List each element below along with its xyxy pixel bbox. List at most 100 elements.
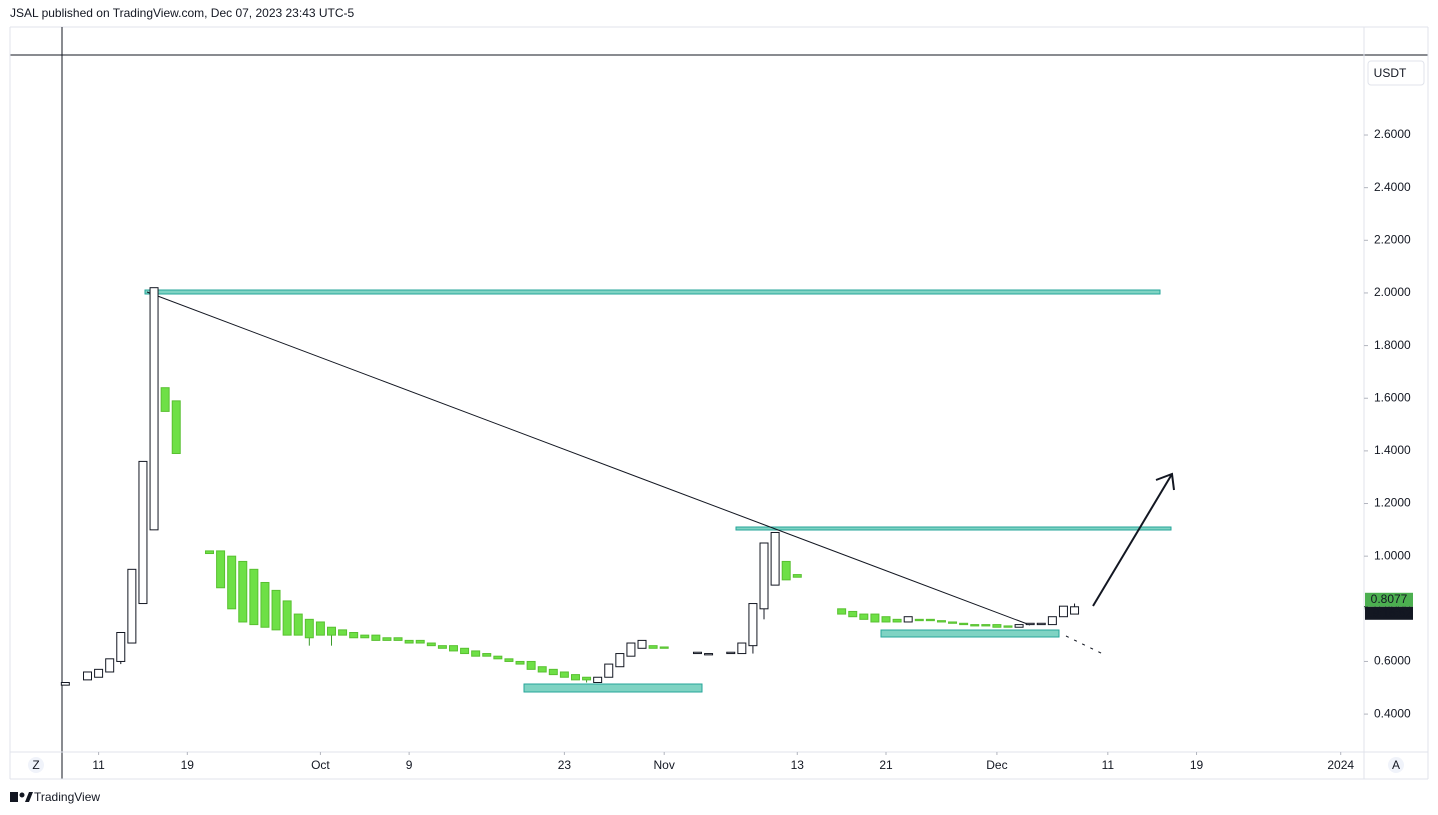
candle-body <box>160 387 170 412</box>
price-badge <box>1365 592 1413 607</box>
arrow-head <box>1155 472 1175 491</box>
candle-body <box>959 622 969 626</box>
candle-body <box>870 613 880 623</box>
candle-body <box>914 618 924 622</box>
currency-badge[interactable] <box>1367 60 1425 86</box>
y-tick-label: 0.4000 <box>1374 706 1411 720</box>
x-tick-label: 21 <box>879 758 893 772</box>
candle-body <box>704 653 714 656</box>
candle-body <box>149 287 159 531</box>
candle-body <box>903 616 913 623</box>
candle-body <box>205 550 214 555</box>
x-tick-label: Nov <box>654 758 675 772</box>
x-tick-label: 19 <box>181 758 195 772</box>
x-tick-label: Dec <box>986 758 1007 772</box>
candle-body <box>504 658 514 662</box>
candle-body <box>659 646 669 649</box>
x-tick-label: 9 <box>406 758 413 772</box>
candle-body <box>482 653 492 657</box>
candle-body <box>437 645 447 649</box>
y-tick-label: 2.4000 <box>1374 180 1411 194</box>
y-tick-label: 1.2000 <box>1374 496 1411 510</box>
candle-body <box>593 676 603 684</box>
x-tick-label: 11 <box>1102 758 1115 772</box>
candle-body <box>327 626 336 636</box>
candle-body <box>127 568 137 644</box>
y-tick-label: 1.6000 <box>1374 390 1411 404</box>
candle-body <box>648 645 658 649</box>
candle-body <box>604 663 614 678</box>
candle-body <box>737 642 747 655</box>
auto-button[interactable] <box>1388 757 1404 773</box>
x-tick-label: 23 <box>558 758 572 772</box>
candle-body <box>948 621 958 624</box>
candle-body <box>548 668 558 676</box>
price-label: 0.8077 <box>1371 592 1408 606</box>
candle-body <box>526 660 536 670</box>
candle-body <box>637 639 647 649</box>
candle-body <box>60 682 70 686</box>
x-tick-label: Oct <box>311 758 330 772</box>
candle-body <box>293 613 303 636</box>
publish-header: JSAL published on TradingView.com, Dec 0… <box>10 6 355 20</box>
candle-body <box>515 660 525 665</box>
candle-body <box>881 616 891 623</box>
candle-body <box>471 650 481 657</box>
countdown-badge <box>1365 606 1413 620</box>
candle-body <box>570 674 580 681</box>
candle-body <box>537 666 547 673</box>
candle-body <box>559 671 569 678</box>
candle-body <box>460 647 470 655</box>
y-tick-label: 2.6000 <box>1374 127 1411 141</box>
candle-body <box>781 560 791 581</box>
candle-body <box>338 629 348 636</box>
candle-body <box>1058 605 1068 618</box>
candle-body <box>415 639 425 644</box>
candle-body <box>282 600 292 636</box>
candle-body <box>726 651 736 655</box>
candle-body <box>448 645 458 652</box>
candle-body <box>615 653 625 668</box>
auto-button-label: A <box>1392 758 1400 772</box>
resistance-zone <box>144 289 1161 295</box>
candle-body <box>116 631 126 662</box>
candle-body <box>792 574 802 578</box>
candle-body <box>349 631 359 639</box>
x-tick-label: 2024 <box>1327 758 1354 772</box>
tz-button[interactable] <box>28 757 44 773</box>
candle-body <box>759 542 769 610</box>
x-tick-label: 11 <box>92 758 105 772</box>
candle-body <box>770 531 780 586</box>
candle-body <box>992 624 1002 628</box>
candle-body <box>837 608 847 615</box>
logo-mark <box>25 792 33 802</box>
y-tick-label: 2.0000 <box>1374 285 1411 299</box>
logo-mark <box>10 792 18 802</box>
candle-body <box>1025 622 1035 626</box>
candle-body <box>1036 622 1046 626</box>
candle-body <box>138 460 148 605</box>
candle-body <box>981 624 991 627</box>
y-tick-label: 1.4000 <box>1374 443 1411 457</box>
candle-body <box>892 618 902 623</box>
arrow <box>1092 473 1173 607</box>
tz-button-label: Z <box>32 758 39 772</box>
trend-line <box>146 291 1031 626</box>
candle-body <box>304 618 314 639</box>
candle-body <box>94 668 104 678</box>
candle-body <box>360 634 370 639</box>
candle-body <box>83 671 93 681</box>
candle-body <box>936 620 946 623</box>
candle-body <box>105 658 115 673</box>
candle-body <box>1003 625 1013 628</box>
x-tick-label: 19 <box>1190 758 1204 772</box>
candle-body <box>970 624 980 627</box>
candle-body <box>1014 624 1024 628</box>
candle-body <box>426 642 436 647</box>
candle-body <box>1070 606 1080 615</box>
candle-body <box>493 655 503 660</box>
candle-body <box>404 639 414 644</box>
candle-body <box>271 589 281 631</box>
